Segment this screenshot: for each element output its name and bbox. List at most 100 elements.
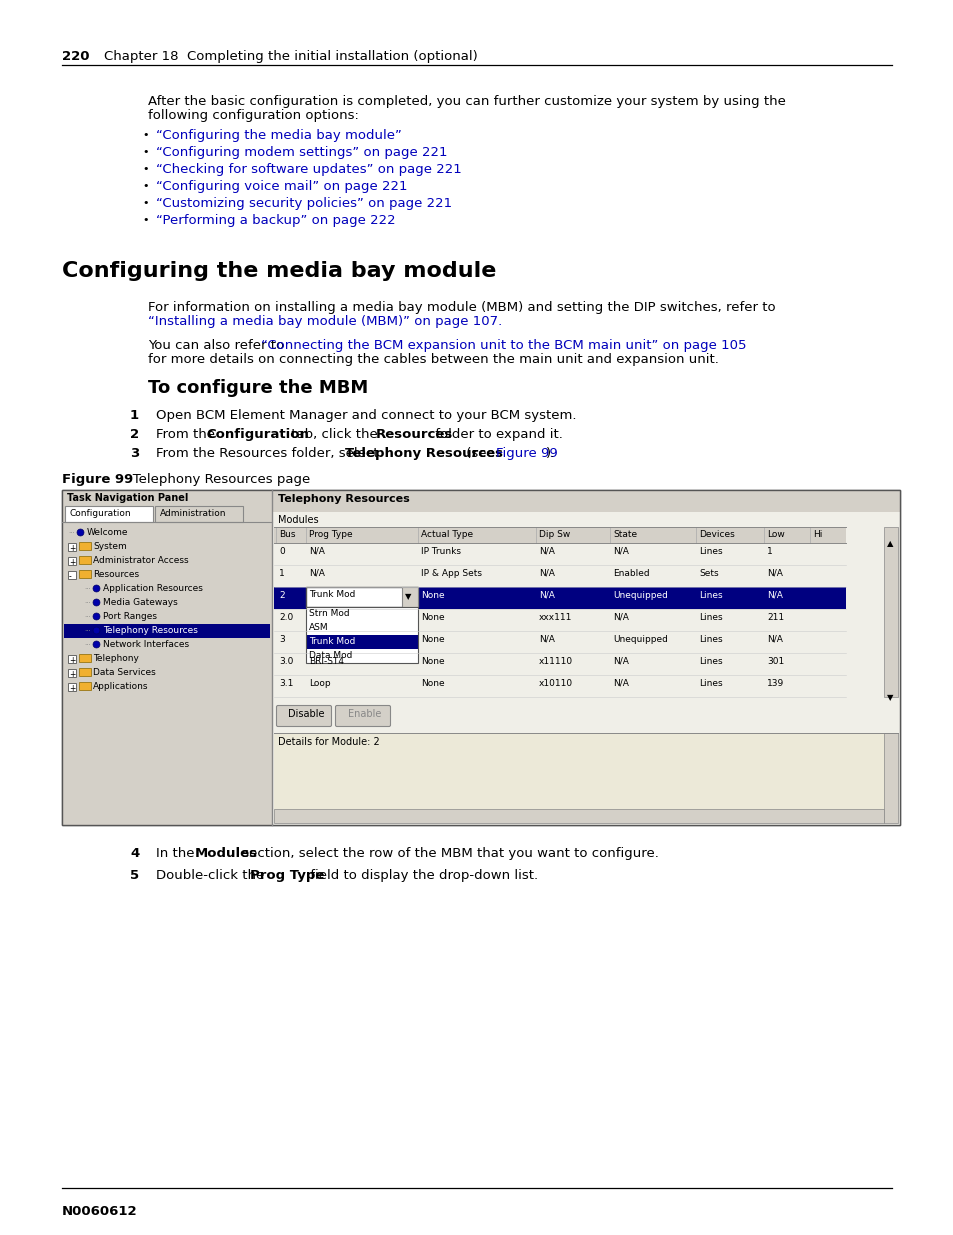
Text: N0060612: N0060612	[62, 1205, 137, 1218]
Text: field to display the drop-down list.: field to display the drop-down list.	[306, 869, 537, 882]
Bar	[883, 734, 897, 823]
FancyBboxPatch shape	[276, 705, 331, 726]
Text: Figure 99: Figure 99	[496, 447, 557, 459]
Text: None: None	[420, 679, 444, 688]
Text: N/A: N/A	[538, 547, 555, 556]
Text: ...: ...	[84, 613, 91, 618]
Bar	[274, 587, 845, 609]
Text: Enabled: Enabled	[613, 569, 649, 578]
Text: Resources: Resources	[92, 571, 139, 579]
Text: 220: 220	[62, 49, 90, 63]
Text: Details for Module: 2: Details for Module: 2	[277, 737, 379, 747]
Text: IP Trunks: IP Trunks	[420, 547, 460, 556]
Text: for more details on connecting the cables between the main unit and expansion un: for more details on connecting the cable…	[148, 353, 719, 366]
Text: N/A: N/A	[613, 679, 628, 688]
Text: To configure the MBM: To configure the MBM	[148, 379, 368, 396]
Bar	[62, 490, 272, 825]
Text: Sets: Sets	[699, 569, 718, 578]
Text: Unequipped: Unequipped	[613, 592, 667, 600]
Text: 1: 1	[130, 409, 139, 422]
Text: 4: 4	[130, 847, 139, 860]
Bar	[79, 668, 91, 676]
Bar	[274, 734, 897, 823]
Text: 2: 2	[130, 429, 139, 441]
Text: 211: 211	[766, 613, 783, 622]
Text: N/A: N/A	[538, 569, 555, 578]
Bar	[64, 624, 270, 638]
Text: Low: Low	[766, 530, 784, 538]
Text: None: None	[420, 635, 444, 643]
Text: Lines: Lines	[699, 635, 721, 643]
Text: You can also refer to: You can also refer to	[148, 338, 288, 352]
Text: “Installing a media bay module (MBM)” on page 107.: “Installing a media bay module (MBM)” on…	[148, 315, 501, 329]
Text: Administration: Administration	[160, 509, 226, 517]
Text: State: State	[613, 530, 637, 538]
Text: “Checking for software updates” on page 221: “Checking for software updates” on page …	[156, 163, 461, 177]
Text: Trunk Mod: Trunk Mod	[309, 590, 355, 599]
Text: Port Ranges: Port Ranges	[103, 613, 157, 621]
Text: tab, click the: tab, click the	[286, 429, 381, 441]
Text: +: +	[69, 671, 75, 679]
Text: In the: In the	[156, 847, 198, 860]
Bar	[62, 490, 899, 825]
Text: •: •	[142, 164, 149, 174]
Text: “Configuring modem settings” on page 221: “Configuring modem settings” on page 221	[156, 146, 447, 159]
Text: section, select the row of the MBM that you want to configure.: section, select the row of the MBM that …	[238, 847, 659, 860]
Text: BRI-ST4: BRI-ST4	[309, 657, 344, 666]
Text: Dip Sw: Dip Sw	[538, 530, 570, 538]
Text: Administrator Access: Administrator Access	[92, 556, 189, 564]
Text: Trunk Mod: Trunk Mod	[309, 637, 355, 646]
Bar	[68, 543, 76, 551]
Text: folder to expand it.: folder to expand it.	[431, 429, 562, 441]
Bar	[306, 606, 417, 621]
Text: •: •	[142, 215, 149, 225]
Text: Chapter 18  Completing the initial installation (optional): Chapter 18 Completing the initial instal…	[104, 49, 477, 63]
Bar	[306, 635, 417, 650]
Text: Network Interfaces: Network Interfaces	[103, 640, 189, 650]
Bar	[154, 506, 243, 522]
Text: ).: ).	[545, 447, 555, 459]
Text: +: +	[69, 684, 75, 693]
Text: Configuration: Configuration	[206, 429, 309, 441]
Text: +: +	[69, 656, 75, 664]
Text: ...: ...	[84, 598, 91, 604]
Text: Hi: Hi	[812, 530, 821, 538]
Text: Loop: Loop	[309, 679, 331, 688]
Text: 2: 2	[278, 592, 284, 600]
Text: Actual Type: Actual Type	[420, 530, 473, 538]
Bar	[65, 506, 152, 522]
Text: +: +	[69, 558, 75, 567]
Bar	[306, 650, 417, 663]
Text: ▼: ▼	[405, 592, 411, 601]
Text: From the: From the	[156, 429, 219, 441]
Bar	[79, 571, 91, 578]
Text: 3.0: 3.0	[278, 657, 294, 666]
Text: (see: (see	[462, 447, 499, 459]
Text: •: •	[142, 147, 149, 157]
Text: “Connecting the BCM expansion unit to the BCM main unit” on page 105: “Connecting the BCM expansion unit to th…	[261, 338, 745, 352]
Bar	[274, 809, 883, 823]
Text: For information on installing a media bay module (MBM) and setting the DIP switc: For information on installing a media ba…	[148, 301, 775, 314]
Text: Bus: Bus	[278, 530, 295, 538]
Text: Strn Mod: Strn Mod	[309, 609, 349, 618]
Text: ...: ...	[84, 584, 91, 590]
Text: “Configuring voice mail” on page 221: “Configuring voice mail” on page 221	[156, 180, 407, 193]
Text: Telephony Resources: Telephony Resources	[277, 494, 410, 504]
Text: N/A: N/A	[538, 592, 555, 600]
Text: Telephony Resources: Telephony Resources	[344, 447, 502, 459]
Text: IP & App Sets: IP & App Sets	[420, 569, 481, 578]
Text: Welcome: Welcome	[87, 529, 129, 537]
Text: ...: ...	[84, 640, 91, 646]
Text: None: None	[420, 613, 444, 622]
Text: following configuration options:: following configuration options:	[148, 109, 358, 122]
Text: •: •	[142, 198, 149, 207]
Bar	[274, 527, 845, 543]
Bar	[68, 669, 76, 677]
Text: Prog Type: Prog Type	[250, 869, 324, 882]
Text: xxx111: xxx111	[538, 613, 572, 622]
Bar	[79, 682, 91, 690]
Text: -: -	[69, 572, 71, 580]
Text: N/A: N/A	[613, 547, 628, 556]
Text: None: None	[420, 657, 444, 666]
Text: +: +	[69, 543, 75, 553]
